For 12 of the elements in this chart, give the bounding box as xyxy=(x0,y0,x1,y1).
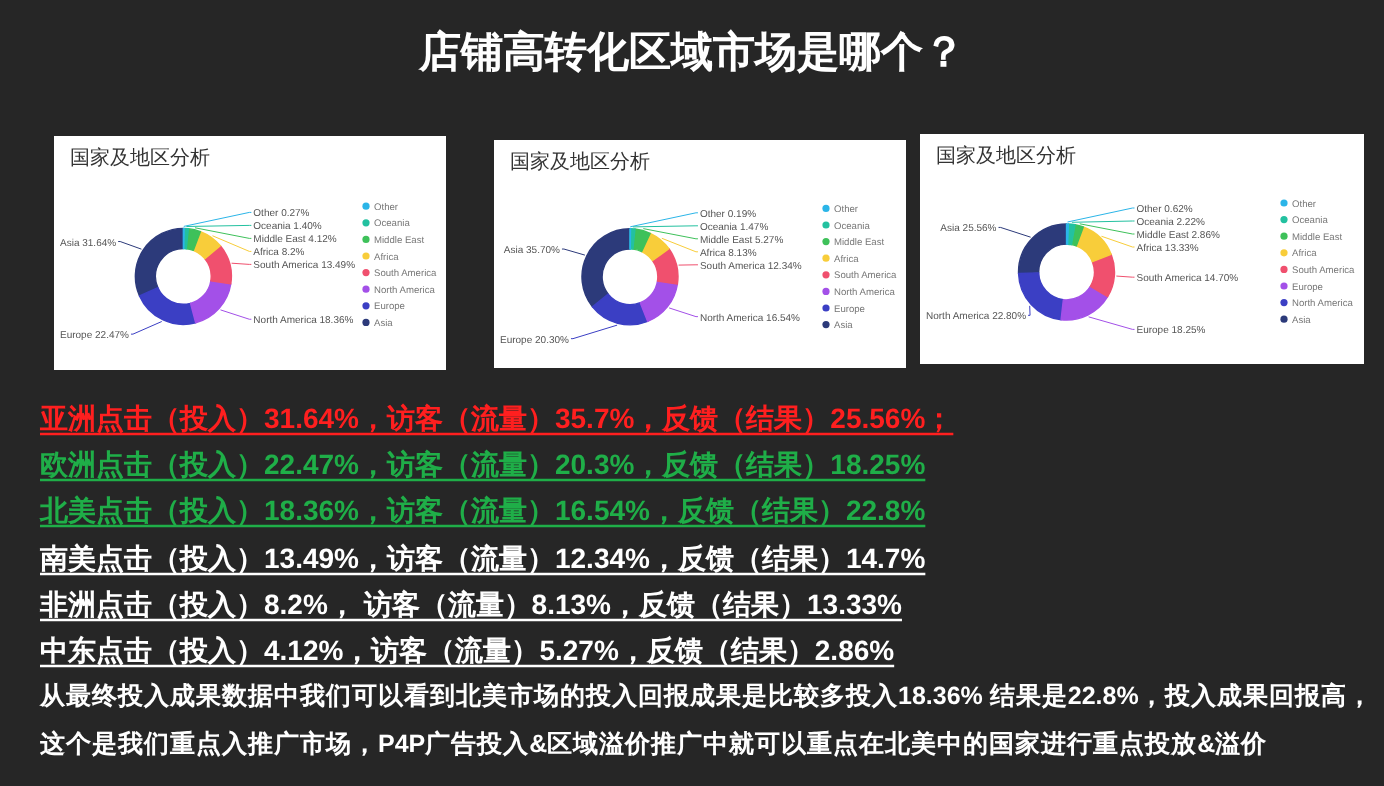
text: 亚洲点击（投入）31.64%，访客（流量）35.7%，反馈（结果）25.56%； xyxy=(38,402,954,434)
text: 南美点击（投入）13.49%，访客（流量）12.34%，反馈（结果）14.7% xyxy=(38,542,927,574)
text: 从最终投入成果数据中我们可以看到北美市场的投入回报成果是比较多投入18.36% 结果是22.8%，投入成果回报高， xyxy=(38,680,1373,710)
text: 中东点击（投入）4.12%，访客（流量）5.27%，反馈（结果）2.86% xyxy=(40,634,896,666)
text: 非洲点击（投入）8.2%， 访客（流量）8.13%，反馈（结果）13.33% xyxy=(38,588,904,620)
text: 欧洲点击（投入）22.47%，访客（流量）20.3%，反馈（结果）18.25% xyxy=(40,448,927,480)
chart-title: 国家及地区分析 xyxy=(510,150,650,174)
text: 这个是我们重点入推广市场，P4P广告投入&区域溢价推广中就可以重点在北美中的国家进行重点投放&溢价 xyxy=(38,728,1270,758)
chart-title: 国家及地区分析 xyxy=(70,146,210,170)
chart-title: 国家及地区分析 xyxy=(936,144,1076,168)
text: 店铺高转化区域市场是哪个？ xyxy=(417,28,965,76)
text: 北美点击（投入）18.36%，访客（流量）16.54%，反馈（结果）22.8% xyxy=(38,494,927,526)
